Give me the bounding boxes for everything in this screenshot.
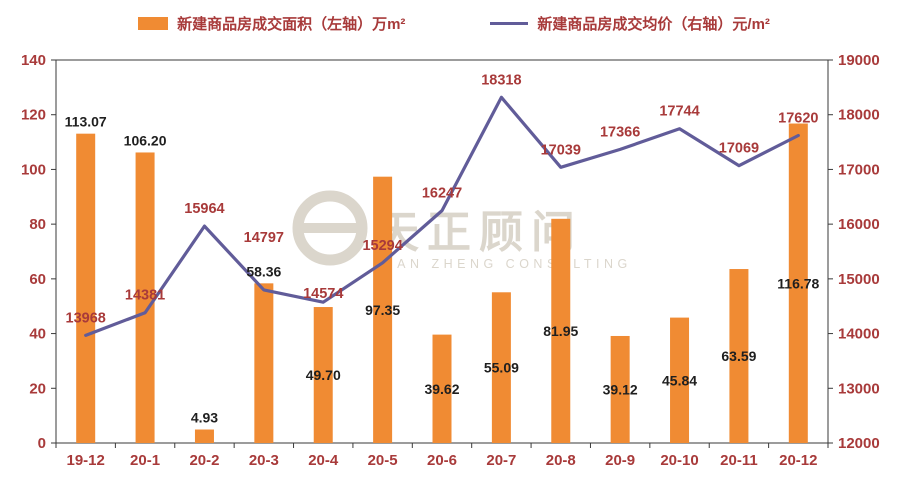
- x-axis-category-label: 20-7: [486, 452, 516, 469]
- bar-value-label: 39.62: [424, 381, 459, 397]
- bar-value-label: 113.07: [65, 114, 107, 130]
- bar: [551, 218, 571, 443]
- right-axis-tick-label: 14000: [838, 326, 880, 343]
- bar-value-label: 49.70: [306, 367, 341, 383]
- line-value-label: 17744: [659, 104, 699, 120]
- bar-series-swatch: [138, 17, 169, 30]
- right-axis-tick-label: 17000: [838, 161, 880, 178]
- bar: [194, 429, 214, 443]
- bar-value-label: 81.95: [543, 323, 578, 339]
- right-axis-tick-label: 15000: [838, 271, 880, 288]
- bar-value-label: 106.20: [124, 132, 167, 148]
- bar: [373, 176, 393, 443]
- legend: 新建商品房成交面积（左轴）万m² 新建商品房成交均价（右轴）元/m²: [0, 13, 908, 34]
- x-axis-category-label: 20-6: [427, 452, 457, 469]
- bar: [610, 335, 630, 443]
- left-axis-tick-label: 0: [38, 435, 46, 452]
- line-value-label: 13968: [66, 310, 106, 326]
- line-value-label: 15294: [362, 238, 402, 254]
- bar-value-label: 55.09: [484, 360, 519, 376]
- line-value-label: 15964: [184, 201, 224, 217]
- line-value-label: 17620: [778, 111, 818, 127]
- line-value-label: 14574: [303, 286, 343, 302]
- bar: [729, 269, 749, 443]
- bar-value-label: 45.84: [662, 372, 697, 388]
- right-axis-tick-label: 18000: [838, 107, 880, 124]
- line-value-label: 17039: [541, 142, 581, 158]
- x-axis-category-label: 20-3: [249, 452, 279, 469]
- right-axis-tick-label: 13000: [838, 380, 880, 397]
- left-axis-tick-label: 100: [21, 161, 46, 178]
- left-axis-tick-label: 140: [21, 52, 46, 69]
- bar-value-label: 116.78: [777, 275, 819, 291]
- bar-value-label: 97.35: [365, 302, 400, 318]
- x-axis-category-label: 20-4: [308, 452, 339, 469]
- x-axis-category-label: 20-5: [368, 452, 398, 469]
- left-axis-tick-label: 120: [21, 107, 46, 124]
- right-axis-tick-label: 19000: [838, 52, 880, 69]
- left-axis-tick-label: 20: [29, 380, 46, 397]
- left-axis-tick-label: 80: [29, 216, 46, 233]
- line-value-label: 14797: [244, 230, 284, 246]
- bar-value-label: 39.12: [603, 381, 638, 397]
- bar: [432, 334, 452, 443]
- x-axis-category-label: 19-12: [67, 452, 105, 469]
- watermark-en-text: TIAN ZHENG CONSULTING: [377, 257, 632, 271]
- left-axis-tick-label: 40: [29, 326, 46, 343]
- legend-label-bar-series: 新建商品房成交面积（左轴）万m²: [177, 16, 406, 33]
- line-value-label: 18318: [481, 72, 521, 88]
- line-value-label: 16247: [422, 186, 462, 202]
- watermark-logo-icon: [292, 190, 368, 266]
- line-series-swatch: [490, 22, 529, 25]
- legend-item-bar-series: 新建商品房成交面积（左轴）万m²: [138, 13, 405, 34]
- bar: [788, 123, 808, 443]
- x-axis-category-label: 20-1: [130, 452, 160, 469]
- line-value-label: 14381: [125, 288, 165, 304]
- x-axis-category-label: 20-10: [660, 452, 698, 469]
- x-axis-category-label: 20-8: [546, 452, 576, 469]
- legend-label-line-series: 新建商品房成交均价（右轴）元/m²: [537, 16, 770, 33]
- legend-item-line-series: 新建商品房成交均价（右轴）元/m²: [490, 13, 770, 34]
- bar: [670, 317, 690, 443]
- x-axis-category-label: 20-11: [720, 452, 758, 469]
- line-value-label: 17069: [719, 141, 759, 157]
- x-axis-category-label: 20-9: [605, 452, 635, 469]
- bar-value-label: 4.93: [191, 410, 218, 426]
- line-value-label: 17366: [600, 124, 640, 140]
- bar: [491, 292, 511, 443]
- watermark-cn-text: 天正顾问: [375, 208, 583, 257]
- x-axis-category-label: 20-2: [189, 452, 219, 469]
- right-axis-tick-label: 12000: [838, 435, 880, 452]
- left-axis-tick-label: 60: [29, 271, 46, 288]
- bar-value-label: 58.36: [246, 263, 281, 279]
- bar: [254, 283, 274, 443]
- x-axis-category-label: 20-12: [779, 452, 817, 469]
- bar: [76, 133, 96, 443]
- bar: [313, 307, 333, 443]
- bar-value-label: 63.59: [721, 348, 756, 364]
- price-line: [84, 95, 800, 337]
- bar: [135, 152, 155, 443]
- right-axis-tick-label: 16000: [838, 216, 880, 233]
